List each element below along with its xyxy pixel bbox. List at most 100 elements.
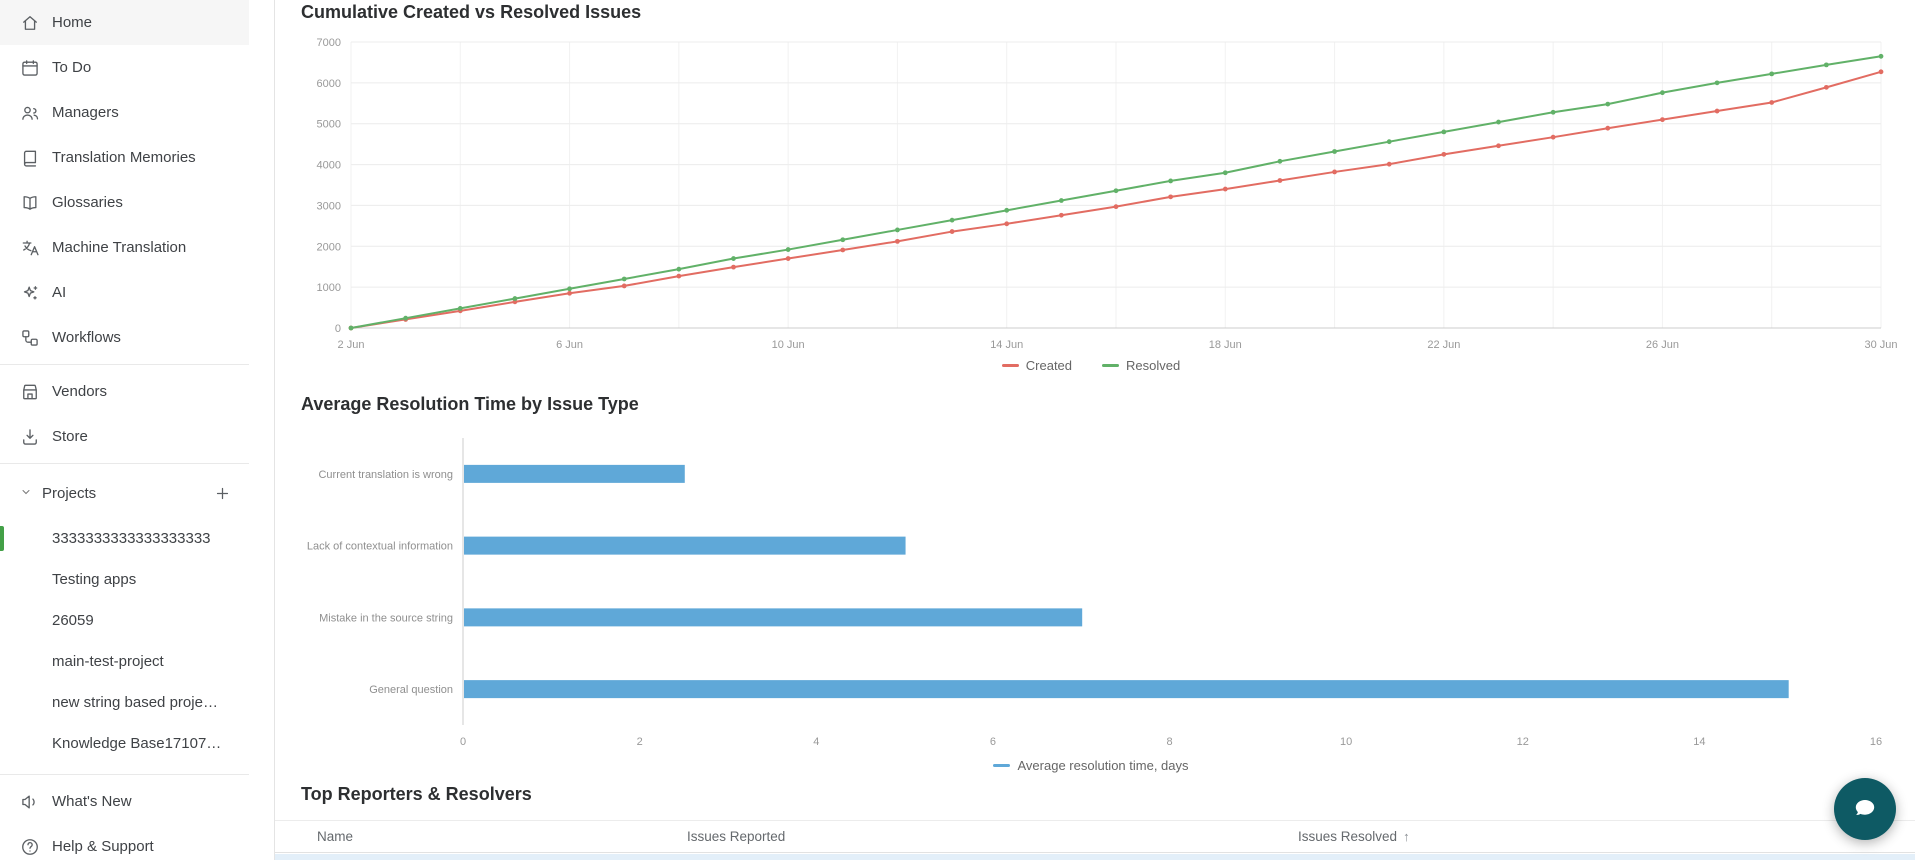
cumulative-line-chart: 0 1000 2000 3000 4000 5000 6000 7000 2 Jun 6 Jun 1… xyxy=(317,37,1898,351)
sidebar-item-label: Help & Support xyxy=(52,838,154,855)
projects-section-header[interactable]: Projects xyxy=(0,468,249,518)
project-label: main-test-project xyxy=(52,653,164,670)
svg-text:14 Jun: 14 Jun xyxy=(990,339,1023,351)
book-icon xyxy=(20,148,40,168)
svg-text:0: 0 xyxy=(335,323,341,335)
sidebar-item-label: Store xyxy=(52,428,88,445)
chat-icon xyxy=(1855,800,1875,816)
chevron-down-icon xyxy=(20,485,32,502)
open-book-icon xyxy=(20,193,40,213)
svg-text:1000: 1000 xyxy=(317,282,341,294)
storefront-icon xyxy=(20,382,40,402)
svg-text:16: 16 xyxy=(1870,736,1882,748)
project-item-testing-apps[interactable]: Testing apps xyxy=(0,559,249,600)
sidebar-item-workflows[interactable]: Workflows xyxy=(0,315,249,360)
svg-text:10: 10 xyxy=(1340,736,1352,748)
project-label: 26059 xyxy=(52,612,94,629)
calendar-icon xyxy=(20,58,40,78)
sidebar-item-home[interactable]: Home xyxy=(0,0,249,45)
resolution-chart-title: Average Resolution Time by Issue Type xyxy=(301,394,639,414)
svg-text:2000: 2000 xyxy=(317,241,341,253)
sidebar-item-label: What's New xyxy=(52,793,132,810)
sidebar-item-ai[interactable]: AI xyxy=(0,270,249,315)
plus-icon xyxy=(216,487,228,499)
project-label: new string based project v... xyxy=(52,694,222,711)
project-item-main-test-project[interactable]: main-test-project xyxy=(0,641,249,682)
legend-item-resolved[interactable]: Resolved xyxy=(1102,358,1180,373)
sidebar-item-whats-new[interactable]: What's New xyxy=(0,779,249,824)
svg-text:3000: 3000 xyxy=(317,200,341,212)
sidebar-item-store[interactable]: Store xyxy=(0,414,249,459)
sidebar-item-help-support[interactable]: Help & Support xyxy=(0,824,249,860)
line-chart-legend: Created Resolved xyxy=(281,358,1901,373)
project-label: 3333333333333333333 xyxy=(52,530,211,547)
svg-text:2: 2 xyxy=(637,736,643,748)
project-label: Testing apps xyxy=(52,571,137,588)
legend-item-avg-resolution[interactable]: Average resolution time, days xyxy=(993,758,1189,773)
sidebar-item-label: Machine Translation xyxy=(52,239,187,256)
sidebar-item-label: Home xyxy=(52,14,93,31)
help-icon xyxy=(20,837,40,857)
translate-icon xyxy=(20,238,40,258)
sidebar-item-label: Glossaries xyxy=(52,194,123,211)
sidebar-item-machine-translation[interactable]: Machine Translation xyxy=(0,225,249,270)
svg-text:Mistake in the source string: Mistake in the source string xyxy=(319,612,453,624)
svg-text:6 Jun: 6 Jun xyxy=(556,339,583,351)
projects-header-label: Projects xyxy=(42,484,97,502)
sidebar-item-label: To Do xyxy=(52,59,92,76)
sidebar-divider xyxy=(0,463,249,464)
sidebar-item-label: Workflows xyxy=(52,329,121,346)
project-label: Knowledge Base171077570... xyxy=(52,735,222,752)
bar-chart-legend: Average resolution time, days xyxy=(281,758,1901,773)
created-legend-marker xyxy=(1001,364,1019,367)
svg-text:22 Jun: 22 Jun xyxy=(1427,339,1460,351)
cumulative-chart-title: Cumulative Created vs Resolved Issues xyxy=(301,2,642,22)
add-project-button[interactable] xyxy=(211,482,233,504)
reporters-table-header: Name Issues Reported Issues Resolved ↑ xyxy=(275,820,1915,853)
svg-text:General question: General question xyxy=(369,684,453,696)
announcement-icon xyxy=(20,792,40,812)
sidebar-item-glossaries[interactable]: Glossaries xyxy=(0,180,249,225)
svg-text:4000: 4000 xyxy=(317,160,341,172)
svg-text:Lack of contextual information: Lack of contextual information xyxy=(307,541,453,553)
sidebar: Home To Do Managers Translation Memories… xyxy=(0,0,249,860)
svg-text:Current translation is wrong: Current translation is wrong xyxy=(318,469,453,481)
legend-item-created[interactable]: Created xyxy=(1001,358,1072,373)
download-tray-icon xyxy=(20,427,40,447)
svg-text:6: 6 xyxy=(990,736,996,748)
svg-text:4: 4 xyxy=(813,736,819,748)
svg-text:5000: 5000 xyxy=(317,119,341,131)
users-icon xyxy=(20,103,40,123)
sidebar-item-label: Translation Memories xyxy=(52,149,196,166)
column-header-issues-resolved[interactable]: Issues Resolved ↑ xyxy=(1298,829,1410,844)
sidebar-item-vendors[interactable]: Vendors xyxy=(0,369,249,414)
avg-resolution-legend-marker xyxy=(993,764,1011,767)
project-item-knowledge-base[interactable]: Knowledge Base171077570... xyxy=(0,723,249,764)
svg-text:30 Jun: 30 Jun xyxy=(1864,339,1897,351)
resolution-bar-chart: 0 2 4 6 8 10 12 14 16 Current translation is wron… xyxy=(307,438,1882,748)
main-content: Cumulative Created vs Resolved Issues 0 1… xyxy=(274,0,1915,860)
column-header-issues-reported[interactable]: Issues Reported xyxy=(687,829,786,844)
table-row[interactable] xyxy=(275,854,1915,860)
legend-label: Average resolution time, days xyxy=(1017,758,1189,773)
sidebar-item-todo[interactable]: To Do xyxy=(0,45,249,90)
column-header-name[interactable]: Name xyxy=(317,829,354,844)
sidebar-item-managers[interactable]: Managers xyxy=(0,90,249,135)
sidebar-divider xyxy=(0,774,249,775)
svg-text:6000: 6000 xyxy=(317,78,341,90)
project-item-26059[interactable]: 26059 xyxy=(0,600,249,641)
sidebar-item-translation-memories[interactable]: Translation Memories xyxy=(0,135,249,180)
svg-text:14: 14 xyxy=(1693,736,1705,748)
top-reporters-title: Top Reporters & Resolvers xyxy=(301,784,532,804)
sparkle-icon xyxy=(20,283,40,303)
svg-text:2 Jun: 2 Jun xyxy=(338,339,365,351)
svg-text:8: 8 xyxy=(1166,736,1172,748)
svg-text:12: 12 xyxy=(1517,736,1529,748)
project-item-3333333333333333333[interactable]: 3333333333333333333 xyxy=(0,518,249,559)
chat-launcher-button[interactable] xyxy=(1834,778,1896,840)
sidebar-item-label: Vendors xyxy=(52,383,108,400)
project-item-new-string-based-project[interactable]: new string based project v... xyxy=(0,682,249,723)
sidebar-item-label: Managers xyxy=(52,104,119,121)
svg-text:0: 0 xyxy=(460,736,466,748)
